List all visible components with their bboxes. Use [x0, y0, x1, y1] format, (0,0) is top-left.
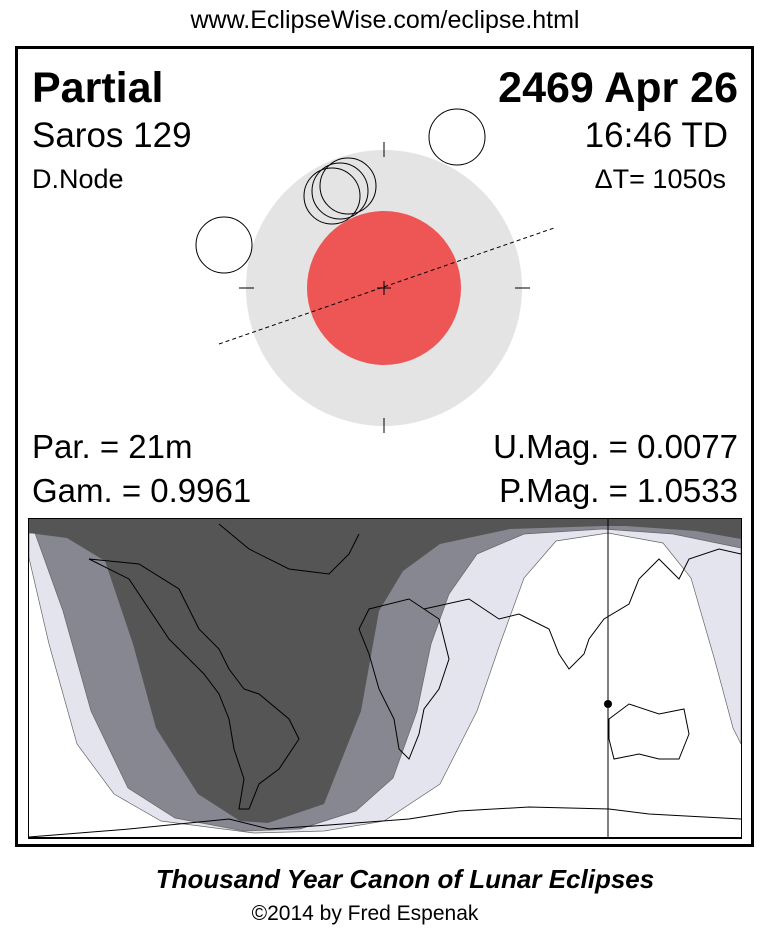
coastlines: [29, 523, 741, 837]
moon-position-p1: [195, 216, 253, 274]
canon-title: Thousand Year Canon of Lunar Eclipses: [155, 864, 655, 894]
night-zone: [29, 519, 741, 823]
penumbral-magnitude: P.Mag. = 1.0533: [499, 472, 738, 509]
visibility-map: [28, 518, 742, 839]
url-header: www.EclipseWise.com/eclipse.html: [190, 6, 580, 34]
moon-position-greatest: [311, 162, 369, 220]
eclipse-type: Partial: [32, 64, 164, 112]
eclipse-date: 2469 Apr 26: [498, 64, 738, 112]
gamma-value: Gam. = 0.9961: [32, 472, 252, 509]
greatest-eclipse-point: [604, 700, 612, 708]
moon-position-u1: [303, 167, 361, 225]
eclipse-geometry-diagram: [195, 108, 555, 433]
moon-position-u4: [319, 157, 377, 215]
ecliptic-line: [218, 227, 555, 345]
copyright: ©2014 by Fred Espenak: [251, 902, 479, 925]
node-label: D.Node: [32, 164, 124, 194]
umbral-magnitude: U.Mag. = 0.0077: [493, 428, 738, 465]
eclipse-frame: [15, 46, 754, 847]
axis-ticks: [239, 142, 530, 433]
delta-t: ΔT= 1050s: [594, 164, 726, 194]
eclipse-time: 16:46 TD: [584, 116, 728, 155]
moon-position-p4: [428, 108, 486, 166]
saros-number: Saros 129: [32, 116, 192, 155]
partial-duration: Par. = 21m: [32, 428, 193, 465]
